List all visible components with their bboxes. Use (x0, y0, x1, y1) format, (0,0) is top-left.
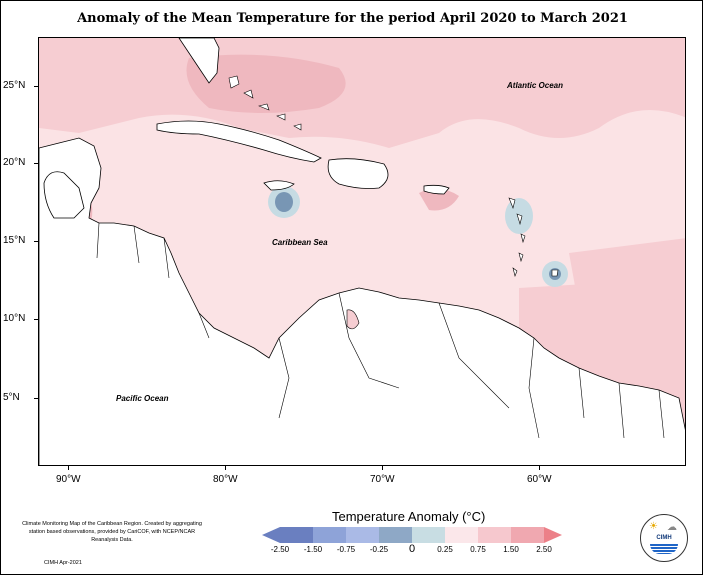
country-borders (96, 222, 665, 439)
cloud-icon: ☁ (667, 522, 677, 533)
x-label-80w: 80°W (213, 474, 238, 485)
land-lesser-antilles (508, 197, 559, 277)
y-tick (34, 398, 38, 399)
label-caribbean-sea: Caribbean Sea (272, 238, 328, 247)
colorbar-segment (511, 527, 544, 543)
warm-patch-pr (419, 188, 459, 211)
y-tick (34, 319, 38, 320)
sun-icon: ☀ (649, 521, 658, 532)
y-label-20n: 20°N (3, 157, 26, 168)
x-tick (225, 466, 226, 470)
x-tick (539, 466, 540, 470)
colorbar-segment (445, 527, 478, 543)
land-hispaniola (327, 158, 389, 189)
wave-icon (650, 544, 678, 554)
land-mainland (39, 137, 685, 465)
legend-tick: -0.25 (369, 545, 389, 554)
legend-tick: 1.50 (503, 545, 519, 554)
map-panel[interactable] (38, 37, 686, 466)
map-footnote: Climate Monitoring Map of the Caribbean … (22, 521, 202, 543)
colorbar-segment (346, 527, 379, 543)
colorbar-segment (280, 527, 313, 543)
anomaly-map (39, 38, 685, 465)
y-label-25n: 25°N (3, 80, 26, 91)
land-florida (178, 38, 220, 84)
y-tick (34, 86, 38, 87)
cimh-logo: ☀ ☁ CIMH (640, 514, 688, 562)
logo-name: CIMH (656, 535, 672, 541)
colorbar-segment (379, 527, 412, 543)
label-pacific-ocean: Pacific Ocean (116, 394, 169, 403)
colorbar-segment (478, 527, 511, 543)
y-label-5n: 5°N (3, 392, 20, 403)
legend-tick: -2.50 (270, 545, 290, 554)
x-label-60w: 60°W (527, 474, 552, 485)
legend-tick: 0 (408, 543, 416, 555)
legend-tick: -0.75 (336, 545, 356, 554)
map-title: Anomaly of the Mean Temperature for the … (77, 11, 628, 26)
land-puerto-rico (423, 184, 450, 195)
warm-patch-bahamas (186, 54, 346, 113)
legend-title: Temperature Anomaly (°C) (332, 509, 486, 524)
y-tick (34, 163, 38, 164)
x-tick (68, 466, 69, 470)
warm-band-east (569, 238, 685, 308)
x-tick (382, 466, 383, 470)
y-label-10n: 10°N (3, 313, 26, 324)
x-label-90w: 90°W (56, 474, 81, 485)
y-label-15n: 15°N (3, 235, 26, 246)
x-label-70w: 70°W (370, 474, 395, 485)
legend-tick: 0.75 (470, 545, 486, 554)
label-atlantic-ocean: Atlantic Ocean (507, 81, 564, 90)
legend-tick: -1.50 (303, 545, 323, 554)
colorbar-arrow-high (544, 527, 562, 543)
legend-colorbar (262, 527, 562, 543)
land-jamaica (263, 180, 295, 191)
land-bahamas (228, 75, 302, 131)
land-cuba (156, 120, 322, 163)
lake-maracaibo (346, 309, 360, 330)
colorbar-arrow-low (262, 527, 280, 543)
legend-tick: 2.50 (536, 545, 552, 554)
legend-tick: 0.25 (437, 545, 453, 554)
y-tick (34, 241, 38, 242)
colorbar-segment (412, 527, 445, 543)
map-credit: CIMH Apr-2021 (44, 560, 82, 566)
land-yucatan (43, 171, 85, 219)
colorbar-segment (313, 527, 346, 543)
cold-spot-jamaica (275, 192, 293, 212)
